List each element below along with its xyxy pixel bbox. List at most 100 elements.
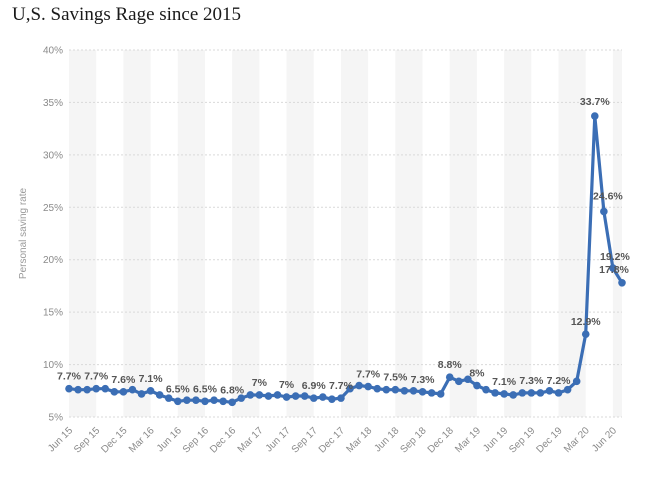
data-label: 7.2% [547, 375, 572, 387]
data-point [409, 386, 418, 395]
data-point [164, 394, 173, 402]
x-tick-label: Sep 18 [398, 425, 428, 455]
data-point [455, 377, 463, 386]
data-point [563, 385, 572, 394]
data-label: 7.7% [57, 371, 82, 383]
data-point [300, 392, 309, 400]
data-point [355, 381, 363, 390]
data-point [237, 394, 246, 402]
x-tick-label: Sep 16 [181, 425, 211, 455]
data-label: 7.7% [84, 371, 109, 383]
x-tick-label: Jun 19 [481, 425, 510, 454]
data-point [445, 373, 454, 381]
data-point [618, 278, 626, 287]
data-point [92, 384, 100, 393]
x-tick-label: Dec 17 [317, 425, 347, 455]
data-label: 19.2% [600, 251, 630, 263]
data-point [436, 390, 445, 398]
data-point [473, 381, 481, 390]
x-tick-label: Jun 18 [372, 425, 401, 454]
data-point [110, 388, 119, 396]
data-label: 7.3% [519, 375, 544, 387]
data-point [554, 389, 563, 397]
y-tick-label: 30% [43, 150, 63, 161]
x-tick-label: Dec 15 [99, 425, 129, 455]
data-point [600, 207, 608, 216]
data-point [210, 396, 218, 405]
background-band [395, 50, 423, 417]
data-label: 6.5% [166, 383, 191, 395]
data-point [291, 392, 300, 400]
data-point [500, 390, 508, 398]
series-points [65, 112, 626, 407]
data-label: 7.6% [111, 374, 136, 386]
data-point [282, 393, 291, 401]
data-label: 6.8% [220, 384, 245, 396]
data-point [201, 397, 209, 406]
data-label: 7.1% [492, 376, 517, 388]
data-point [155, 391, 164, 399]
data-label: 8.8% [438, 359, 463, 371]
x-tick-label: Mar 17 [236, 425, 266, 455]
data-point [309, 394, 318, 402]
data-point [128, 385, 137, 394]
data-label: 7% [252, 377, 268, 389]
data-point [482, 385, 490, 394]
y-tick-label: 35% [43, 98, 63, 109]
data-point [264, 392, 273, 400]
x-tick-label: Sep 15 [72, 425, 102, 455]
data-point [328, 395, 336, 403]
data-point [391, 385, 400, 394]
data-point [65, 384, 73, 393]
data-label: 6.5% [193, 383, 218, 395]
chart-title: U,S. Savings Rage since 2015 [12, 4, 242, 25]
data-point [319, 393, 327, 401]
data-point [609, 264, 617, 272]
plot-background-bands [69, 50, 622, 417]
data-point [183, 396, 191, 405]
data-point [273, 391, 282, 399]
data-point [137, 390, 146, 398]
data-point [382, 385, 391, 394]
y-axis-label: Personal saving rate [18, 187, 29, 279]
data-point [509, 391, 518, 399]
x-tick-label: Jun 16 [155, 425, 184, 454]
gridlines [69, 49, 622, 418]
data-point [119, 388, 128, 396]
x-tick-label: Jun 17 [264, 425, 293, 454]
data-label: 24.6% [593, 190, 623, 202]
x-tick-label: Mar 20 [562, 425, 592, 455]
background-band [286, 50, 314, 417]
data-point [146, 386, 155, 395]
data-point [74, 385, 82, 394]
data-point [464, 375, 472, 384]
data-label: 6.9% [302, 380, 327, 392]
data-point [83, 385, 91, 394]
data-point [192, 396, 200, 405]
data-label: 33.7% [580, 96, 610, 108]
data-point [581, 330, 590, 338]
background-band [177, 50, 205, 417]
data-point [427, 389, 436, 397]
data-point [337, 394, 345, 402]
data-label: 7.7% [356, 369, 381, 381]
data-point [101, 384, 110, 393]
data-point [246, 391, 255, 399]
y-tick-label: 5% [49, 413, 64, 424]
data-point [373, 384, 382, 393]
data-point [255, 391, 264, 399]
background-band [504, 50, 532, 417]
y-axis-ticks: 5% 10% 15% 20% 25% 30% 35% 40% [43, 46, 63, 424]
x-tick-label: Jun 15 [46, 425, 75, 454]
y-tick-label: 25% [43, 203, 63, 214]
data-point [527, 389, 536, 397]
x-tick-label: Sep 17 [290, 425, 320, 455]
x-tick-label: Dec 18 [426, 425, 456, 455]
data-point [491, 389, 499, 397]
x-tick-label: Mar 19 [453, 425, 483, 455]
data-label: 7.7% [329, 380, 354, 392]
y-tick-label: 40% [43, 46, 63, 57]
data-label: 7.5% [383, 372, 408, 384]
